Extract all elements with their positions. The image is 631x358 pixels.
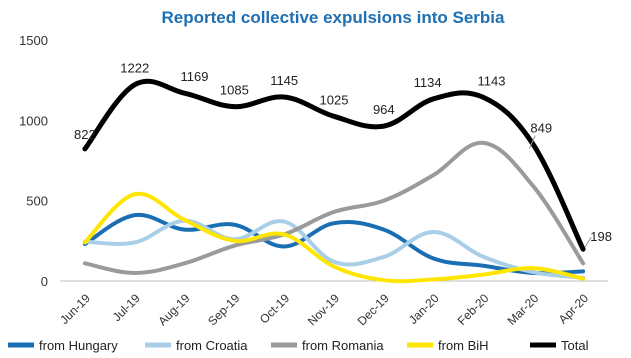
x-tick-label: Apr-20 (556, 291, 592, 327)
data-label: 1085 (220, 83, 249, 98)
x-tick-label: Aug-19 (155, 291, 192, 328)
legend-label: from Romania (302, 338, 384, 353)
legend-label: from BiH (438, 338, 489, 353)
y-tick-label: 1000 (19, 113, 48, 128)
x-tick-label: Jan-20 (406, 291, 442, 327)
legend: from Hungary from Croatia from Romania from… (8, 338, 589, 353)
series-line-from-romania (82, 140, 586, 275)
chart-title: Reported collective expulsions into Serb… (162, 8, 505, 27)
y-tick-label: 1500 (19, 33, 48, 48)
x-tick-label: Dec-19 (355, 291, 392, 328)
legend-label: from Croatia (176, 338, 248, 353)
label-leader-line (584, 236, 592, 248)
data-label: 849 (530, 121, 552, 136)
y-axis: 0 500 1000 1500 (19, 33, 48, 289)
x-tick-label: Mar-20 (505, 291, 542, 328)
y-tick-label: 0 (41, 274, 48, 289)
x-tick-label: Nov-19 (305, 291, 342, 328)
y-tick-label: 500 (26, 194, 48, 209)
data-label: 964 (373, 102, 395, 117)
data-label: 1025 (320, 92, 349, 107)
data-label: 1134 (414, 75, 442, 90)
legend-label: from Hungary (39, 338, 118, 353)
series-line-from-bih (82, 191, 586, 284)
x-tick-label: Jun-19 (57, 291, 93, 327)
data-label: 1169 (181, 69, 209, 84)
label-leader-line (528, 135, 536, 149)
data-label: 1222 (120, 61, 149, 76)
data-label: 1143 (477, 73, 505, 88)
x-axis: Jun-19 Jul-19 Aug-19 Sep-19 Oct-19 Nov-19 Dec-… (57, 280, 608, 328)
legend-label: Total (561, 338, 589, 353)
data-labels: 822 1222 1169 1085 1145 1025 964 1134 1143 849 198 (74, 61, 612, 248)
series-line-from-croatia (82, 218, 586, 280)
x-tick-label: Sep-19 (205, 291, 242, 328)
x-tick-label: Oct-19 (257, 291, 293, 327)
series-line-total (82, 78, 586, 252)
series-lines (82, 78, 586, 284)
data-label: 198 (590, 229, 612, 244)
x-tick-label: Jul-19 (110, 291, 143, 324)
x-tick-label: Feb-20 (455, 291, 492, 328)
data-label: 822 (74, 127, 96, 142)
data-label: 1145 (270, 73, 298, 88)
